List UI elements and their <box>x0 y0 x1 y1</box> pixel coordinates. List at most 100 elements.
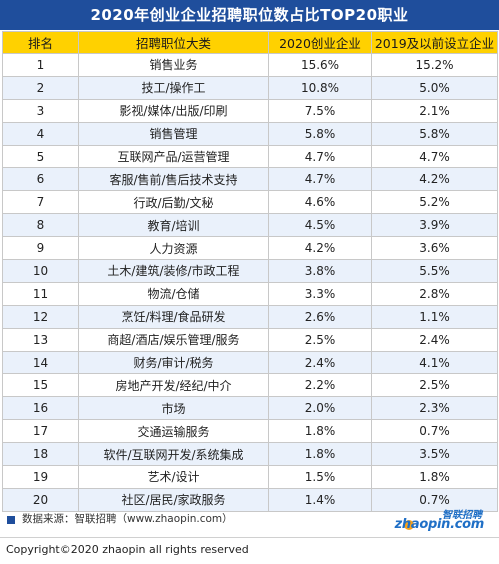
cell-2019: 0.7% <box>371 419 498 444</box>
data-source: 数据来源：智联招聘（www.zhaopin.com） <box>22 513 233 525</box>
cell-2020: 1.8% <box>268 419 372 444</box>
logo-en-text: zhaopin.com <box>394 517 485 532</box>
table-row: 15 房地产开发/经纪/中介 2.2% 2.5% <box>2 373 498 398</box>
cell-category: 客服/售前/售后技术支持 <box>78 167 269 192</box>
cell-2020: 2.4% <box>268 350 372 375</box>
cell-2020: 7.5% <box>268 98 372 123</box>
cell-2019: 2.5% <box>371 373 498 398</box>
cell-2019: 5.0% <box>371 75 498 100</box>
table-row: 18 软件/互联网开发/系统集成 1.8% 3.5% <box>2 442 498 467</box>
cell-rank: 18 <box>2 442 79 467</box>
cell-2019: 5.8% <box>371 121 498 146</box>
cell-rank: 6 <box>2 167 79 192</box>
cell-category: 社区/居民/家政服务 <box>78 487 269 512</box>
header-2020: 2020创业企业 <box>268 31 372 54</box>
cell-2020: 2.0% <box>268 396 372 421</box>
table-row: 5 互联网产品/运营管理 4.7% 4.7% <box>2 144 498 169</box>
table-row: 3 影视/媒体/出版/印刷 7.5% 2.1% <box>2 98 498 123</box>
cell-2019: 1.8% <box>371 465 498 489</box>
cell-rank: 13 <box>2 327 79 352</box>
cell-2019: 3.5% <box>371 442 498 467</box>
logo-dot <box>404 520 414 530</box>
cell-2020: 4.5% <box>268 213 372 238</box>
cell-rank: 11 <box>2 281 79 306</box>
cell-category: 销售管理 <box>78 121 269 146</box>
table-body: 1 销售业务 15.6% 15.2% 2 技工/操作工 10.8% 5.0% 3 影视/媒体/出版… <box>2 53 498 512</box>
square-bullet-icon <box>7 516 15 524</box>
cell-2020: 3.8% <box>268 259 372 283</box>
cell-2020: 4.6% <box>268 190 372 215</box>
cell-category: 物流/仓储 <box>78 281 269 306</box>
cell-2020: 1.8% <box>268 442 372 467</box>
cell-2019: 5.2% <box>371 190 498 215</box>
cell-2020: 1.5% <box>268 465 372 489</box>
cell-2019: 1.1% <box>371 304 498 329</box>
cell-rank: 10 <box>2 259 79 283</box>
cell-category: 技工/操作工 <box>78 75 269 100</box>
cell-2019: 4.1% <box>371 350 498 375</box>
table-row: 10 土木/建筑/装修/市政工程 3.8% 5.5% <box>2 259 498 283</box>
table-row: 17 交通运输服务 1.8% 0.7% <box>2 419 498 444</box>
cell-2019: 2.8% <box>371 281 498 306</box>
cell-rank: 17 <box>2 419 79 444</box>
table-row: 8 教育/培训 4.5% 3.9% <box>2 213 498 238</box>
cell-rank: 1 <box>2 53 79 77</box>
cell-2020: 1.4% <box>268 487 372 512</box>
cell-rank: 14 <box>2 350 79 375</box>
cell-2020: 4.7% <box>268 144 372 169</box>
cell-category: 软件/互联网开发/系统集成 <box>78 442 269 467</box>
cell-category: 艺术/设计 <box>78 465 269 489</box>
table-row: 7 行政/后勤/文秘 4.6% 5.2% <box>2 190 498 215</box>
cell-2019: 3.6% <box>371 236 498 261</box>
cell-2019: 3.9% <box>371 213 498 238</box>
page-title: 2020年创业企业招聘职位数占比TOP20职业 <box>0 0 499 30</box>
cell-2020: 10.8% <box>268 75 372 100</box>
cell-2019: 2.4% <box>371 327 498 352</box>
cell-rank: 16 <box>2 396 79 421</box>
header-2019: 2019及以前设立企业 <box>371 31 498 54</box>
table-row: 11 物流/仓储 3.3% 2.8% <box>2 281 498 306</box>
cell-category: 互联网产品/运营管理 <box>78 144 269 169</box>
zhaopin-logo-icon: 智联招聘 zhaopin.com <box>394 506 490 536</box>
cell-rank: 12 <box>2 304 79 329</box>
cell-2019: 2.3% <box>371 396 498 421</box>
cell-rank: 19 <box>2 465 79 489</box>
table-row: 14 财务/审计/税务 2.4% 4.1% <box>2 350 498 375</box>
table-row: 4 销售管理 5.8% 5.8% <box>2 121 498 146</box>
cell-category: 财务/审计/税务 <box>78 350 269 375</box>
table-row: 20 社区/居民/家政服务 1.4% 0.7% <box>2 487 498 512</box>
cell-rank: 5 <box>2 144 79 169</box>
cell-rank: 15 <box>2 373 79 398</box>
cell-2020: 2.5% <box>268 327 372 352</box>
table-row: 16 市场 2.0% 2.3% <box>2 396 498 421</box>
table-row: 19 艺术/设计 1.5% 1.8% <box>2 465 498 489</box>
table-row: 6 客服/售前/售后技术支持 4.7% 4.2% <box>2 167 498 192</box>
cell-category: 销售业务 <box>78 53 269 77</box>
cell-rank: 20 <box>2 487 79 512</box>
ranking-table: 排名 招聘职位大类 2020创业企业 2019及以前设立企业 1 销售业务 15.6… <box>2 31 498 512</box>
cell-category: 行政/后勤/文秘 <box>78 190 269 215</box>
footer-divider <box>0 537 499 538</box>
cell-2020: 2.6% <box>268 304 372 329</box>
table-row: 12 烹饪/料理/食品研发 2.6% 1.1% <box>2 304 498 329</box>
header-category: 招聘职位大类 <box>78 31 269 54</box>
cell-2020: 15.6% <box>268 53 372 77</box>
cell-category: 房地产开发/经纪/中介 <box>78 373 269 398</box>
cell-2019: 15.2% <box>371 53 498 77</box>
table-row: 13 商超/酒店/娱乐管理/服务 2.5% 2.4% <box>2 327 498 352</box>
cell-2020: 4.7% <box>268 167 372 192</box>
cell-2020: 5.8% <box>268 121 372 146</box>
table-row: 2 技工/操作工 10.8% 5.0% <box>2 75 498 100</box>
cell-2019: 4.2% <box>371 167 498 192</box>
cell-2020: 2.2% <box>268 373 372 398</box>
cell-2019: 4.7% <box>371 144 498 169</box>
cell-category: 土木/建筑/装修/市政工程 <box>78 259 269 283</box>
cell-rank: 7 <box>2 190 79 215</box>
table-header-row: 排名 招聘职位大类 2020创业企业 2019及以前设立企业 <box>2 31 498 54</box>
cell-rank: 3 <box>2 98 79 123</box>
logo-cn-text: 智联招聘 <box>442 510 482 521</box>
cell-category: 烹饪/料理/食品研发 <box>78 304 269 329</box>
cell-rank: 8 <box>2 213 79 238</box>
cell-2020: 4.2% <box>268 236 372 261</box>
